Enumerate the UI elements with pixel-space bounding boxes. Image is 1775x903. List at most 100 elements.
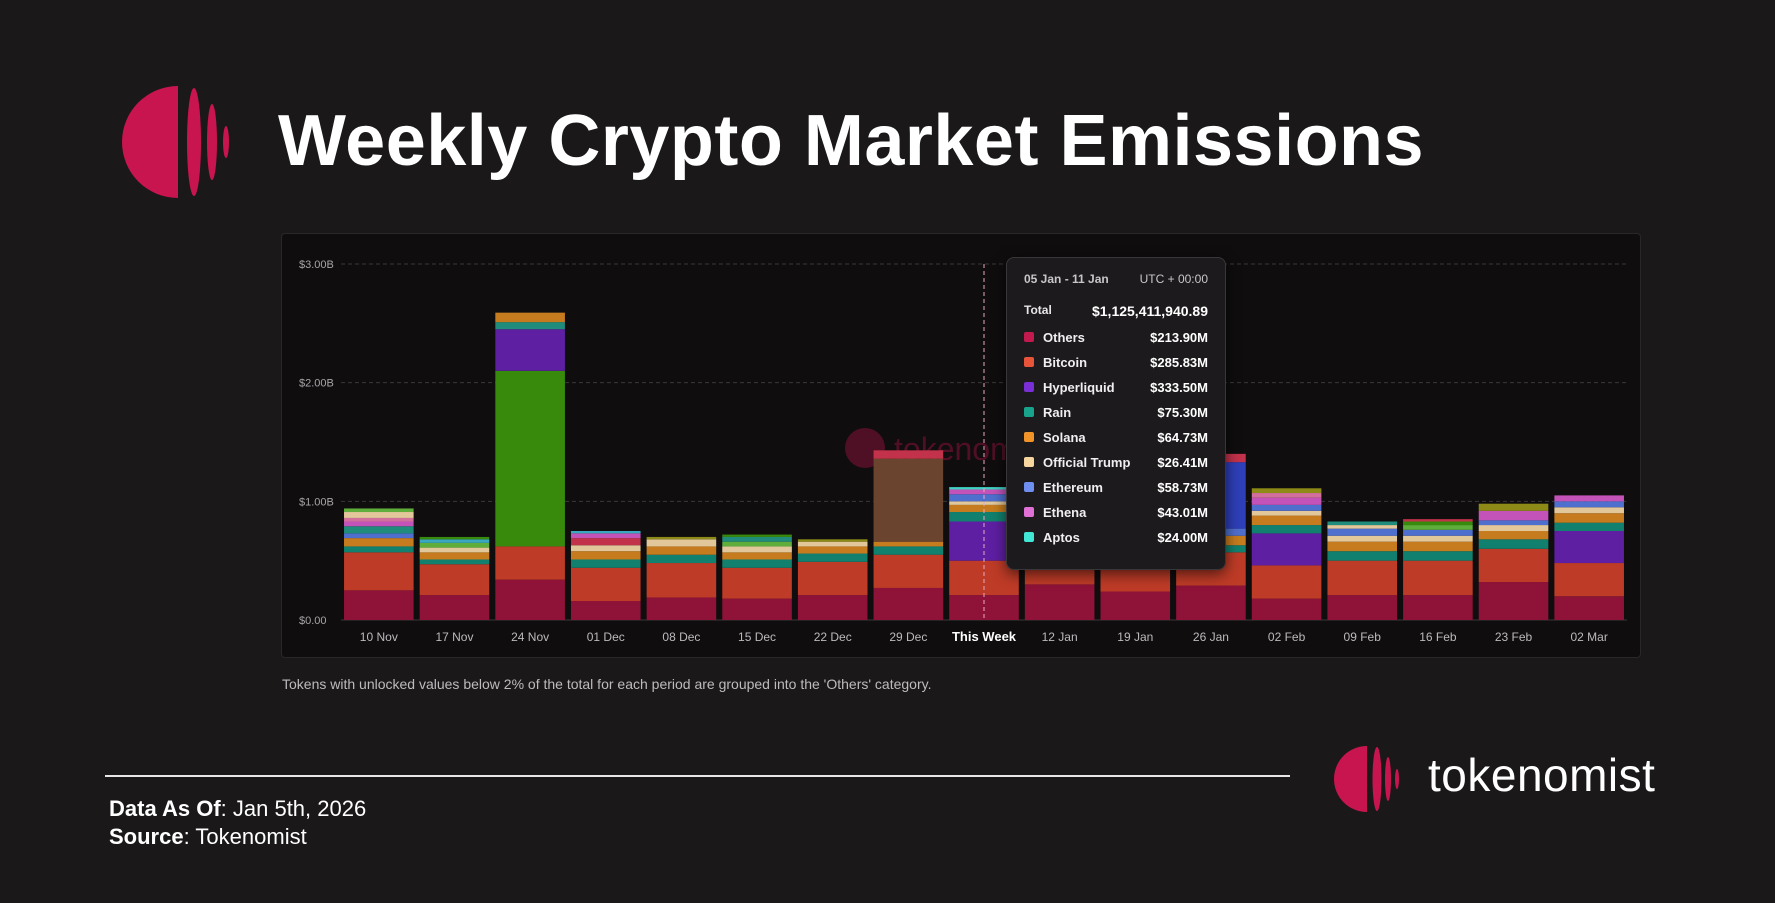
bar-segment-bitcoin[interactable] — [797, 561, 868, 596]
bar-segment-rain[interactable] — [722, 559, 792, 568]
bar-segment-bitcoin[interactable] — [419, 564, 490, 596]
bar-segment-ethena[interactable] — [1554, 495, 1624, 502]
bar-segment-solana[interactable] — [1403, 541, 1473, 552]
bar-segment-green[interactable] — [419, 536, 490, 540]
bar-segment-others[interactable] — [797, 595, 868, 620]
bar-segment-ethena[interactable] — [570, 533, 641, 539]
bar-segment-solana[interactable] — [1554, 513, 1624, 523]
bar-stack[interactable] — [570, 531, 641, 620]
bar-segment-ethereum[interactable] — [1478, 520, 1549, 526]
bar-segment-lime[interactable] — [722, 541, 792, 547]
bar-segment-solana[interactable] — [1251, 515, 1322, 526]
bar-segment-lime[interactable] — [344, 508, 414, 513]
bar-segment-hyperliquid[interactable] — [1554, 531, 1624, 564]
bar-segment-teal[interactable] — [1327, 521, 1398, 526]
bar-segment-official-trump[interactable] — [797, 541, 868, 547]
bar-segment-hyperliquid[interactable] — [1251, 533, 1322, 566]
bar-stack[interactable] — [1403, 519, 1473, 620]
bar-segment-bitcoin[interactable] — [570, 567, 641, 602]
bar-segment-others[interactable] — [646, 597, 717, 620]
bar-segment-teal[interactable] — [344, 526, 414, 534]
bar-segment-others[interactable] — [1024, 584, 1095, 620]
bar-segment-official-trump[interactable] — [344, 512, 414, 518]
bar-segment-others[interactable] — [1100, 591, 1171, 620]
bar-stack[interactable] — [1478, 503, 1549, 620]
bar-segment-ethereum[interactable] — [344, 533, 414, 539]
bar-segment-solana[interactable] — [495, 312, 565, 323]
bar-segment-rain[interactable] — [1327, 551, 1398, 561]
bar-segment-bitcoin[interactable] — [873, 554, 944, 588]
bar-segment-rain[interactable] — [1251, 525, 1322, 534]
bar-segment-official-trump[interactable] — [1251, 510, 1322, 516]
bar-stack[interactable] — [1251, 488, 1322, 620]
bar-segment-rain[interactable] — [797, 553, 868, 562]
bar-segment-official-trump[interactable] — [1478, 525, 1549, 531]
bar-segment-official-trump[interactable] — [419, 547, 490, 553]
bar-segment-pink[interactable] — [1251, 493, 1322, 498]
bar-segment-solana[interactable] — [1478, 531, 1549, 540]
bar-segment-olive[interactable] — [1251, 488, 1322, 494]
bar-segment-solana[interactable] — [570, 551, 641, 560]
bar-segment-olive[interactable] — [797, 539, 868, 542]
bar-segment-rain[interactable] — [344, 546, 414, 553]
bar-segment-solana[interactable] — [797, 546, 868, 554]
bar-segment-rain[interactable] — [646, 554, 717, 564]
bar-segment-official-trump[interactable] — [646, 539, 717, 547]
bar-segment-olive[interactable] — [646, 536, 717, 540]
bar-segment-rain[interactable] — [419, 559, 490, 565]
bar-segment-others[interactable] — [1478, 582, 1549, 620]
bar-segment-bitcoin[interactable] — [344, 552, 414, 591]
bar-segment-ethena[interactable] — [1478, 510, 1549, 521]
bar-segment-solana[interactable] — [873, 541, 944, 547]
bar-segment-rain[interactable] — [1554, 522, 1624, 531]
bar-segment-solana[interactable] — [949, 504, 1019, 513]
bar-segment-solana[interactable] — [419, 552, 490, 560]
bar-segment-solana[interactable] — [344, 538, 414, 547]
bar-segment-lime[interactable] — [419, 542, 490, 548]
bar-stack[interactable] — [873, 450, 944, 620]
bar-segment-ethereum[interactable] — [1251, 504, 1322, 511]
bar-segment-others[interactable] — [1554, 596, 1624, 620]
bar-segment-official-trump[interactable] — [722, 546, 792, 553]
bar-segment-pink[interactable] — [344, 517, 414, 522]
bar-segment-others[interactable] — [495, 579, 565, 620]
bar-segment-ethereum[interactable] — [1554, 501, 1624, 508]
bar-segment-cyan[interactable] — [419, 539, 490, 543]
bar-stack[interactable] — [495, 312, 565, 620]
bar-segment-bitcoin[interactable] — [1403, 560, 1473, 596]
bar-segment-ethena[interactable] — [344, 521, 414, 527]
bar-segment-red[interactable] — [1403, 519, 1473, 522]
bar-segment-official-trump[interactable] — [1327, 525, 1398, 529]
bar-segment-hyperliquid[interactable] — [495, 329, 565, 371]
bar-segment-official-trump[interactable] — [1327, 535, 1398, 542]
bar-stack[interactable] — [1554, 495, 1624, 620]
bar-segment-teal[interactable] — [722, 536, 792, 542]
bar-segment-solana[interactable] — [722, 552, 792, 560]
bar-segment-red[interactable] — [570, 538, 641, 546]
bar-segment-rain[interactable] — [570, 559, 641, 568]
bar-segment-others[interactable] — [722, 598, 792, 620]
bar-segment-bitcoin[interactable] — [495, 546, 565, 580]
bar-segment-others[interactable] — [873, 587, 944, 620]
bar-segment-teal[interactable] — [495, 322, 565, 330]
bar-stack[interactable] — [344, 508, 414, 620]
bar-segment-ethereum[interactable] — [1403, 529, 1473, 536]
bar-segment-bitcoin[interactable] — [1327, 560, 1398, 596]
bar-segment-cyan[interactable] — [570, 531, 641, 534]
bar-segment-green[interactable] — [1403, 521, 1473, 526]
bar-segment-others[interactable] — [1251, 598, 1322, 620]
bar-segment-ethena[interactable] — [1251, 497, 1322, 505]
bar-segment-lime[interactable] — [1403, 525, 1473, 530]
bar-stack[interactable] — [1327, 521, 1398, 620]
bar-segment-others[interactable] — [1403, 595, 1473, 620]
bar-segment-rain[interactable] — [873, 546, 944, 555]
bar-segment-rain[interactable] — [1478, 539, 1549, 549]
bar-segment-green[interactable] — [722, 534, 792, 537]
bar-stack[interactable] — [797, 539, 868, 620]
bar-stack[interactable] — [722, 534, 792, 620]
bar-segment-solana[interactable] — [646, 546, 717, 555]
bar-segment-brown[interactable] — [873, 458, 944, 542]
bar-segment-others[interactable] — [1327, 595, 1398, 620]
bar-segment-bitcoin[interactable] — [1478, 548, 1549, 583]
bar-segment-others[interactable] — [419, 595, 490, 620]
